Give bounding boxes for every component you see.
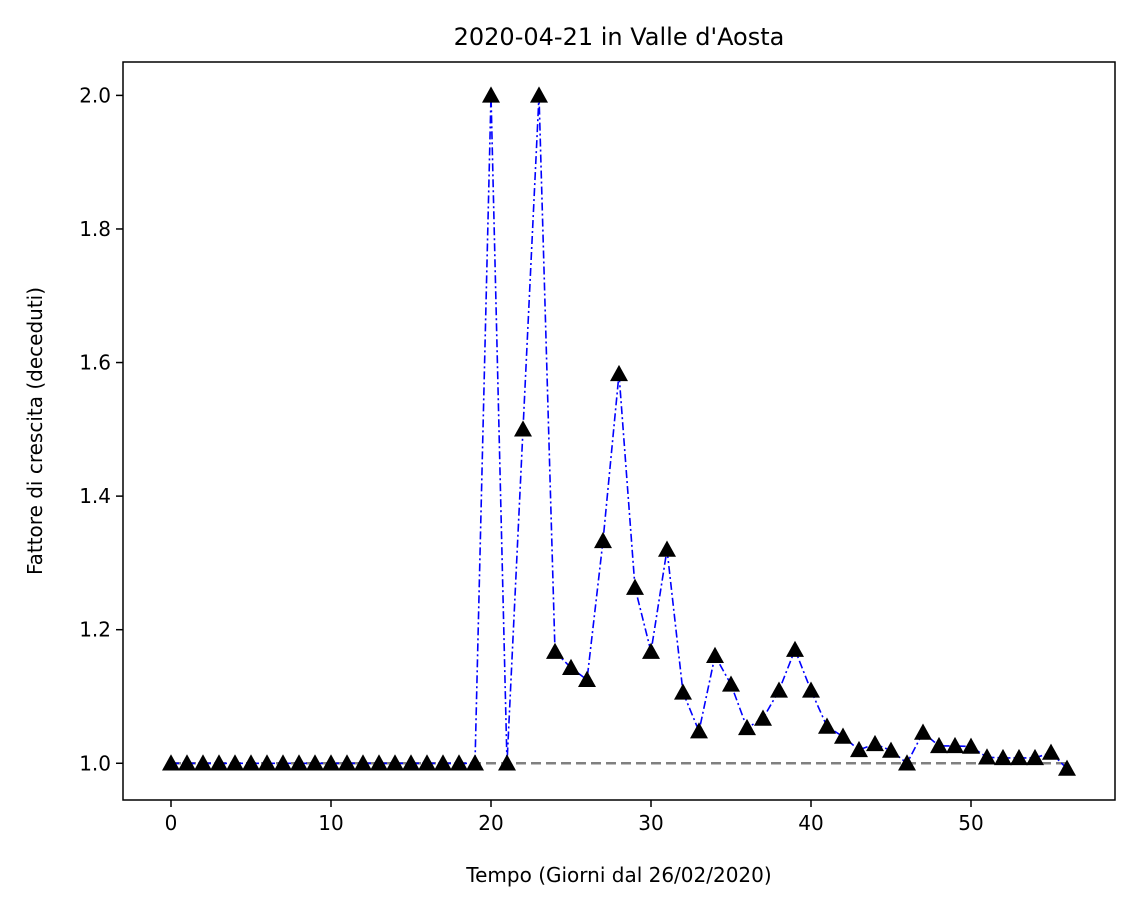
x-tick-label: 40 xyxy=(798,811,823,835)
marks-layer xyxy=(162,86,1076,776)
data-point-marker xyxy=(946,736,964,754)
data-point-marker xyxy=(386,754,404,771)
data-point-marker xyxy=(690,722,708,739)
x-tick-label: 0 xyxy=(165,811,178,835)
x-tick-label: 10 xyxy=(318,811,343,835)
x-tick-label: 30 xyxy=(638,811,663,835)
data-point-marker xyxy=(610,364,628,382)
data-point-marker xyxy=(786,640,804,657)
data-point-marker xyxy=(626,578,644,595)
data-point-marker xyxy=(322,754,340,771)
y-tick-label: 1.8 xyxy=(79,217,111,241)
x-tick-label: 20 xyxy=(478,811,503,835)
data-point-marker xyxy=(466,754,484,771)
plot-background xyxy=(123,62,1115,800)
data-point-marker xyxy=(994,748,1012,766)
data-point-marker xyxy=(162,754,180,771)
data-point-marker xyxy=(754,709,772,726)
data-point-marker xyxy=(210,754,228,771)
data-point-marker xyxy=(930,736,948,754)
data-point-marker xyxy=(898,754,916,771)
data-point-marker xyxy=(802,681,820,698)
data-point-marker xyxy=(546,642,564,659)
chart-title: 2020-04-21 in Valle d'Aosta xyxy=(454,23,785,51)
data-point-marker xyxy=(514,420,532,437)
data-point-marker xyxy=(866,734,884,752)
data-point-marker xyxy=(482,86,500,103)
data-point-marker xyxy=(354,754,372,771)
data-point-marker xyxy=(722,675,740,692)
data-point-marker xyxy=(578,670,596,687)
y-tick-label: 1.6 xyxy=(79,351,111,375)
plot-frame xyxy=(122,61,1116,801)
data-point-marker xyxy=(450,754,468,771)
data-point-marker xyxy=(194,754,212,771)
data-point-marker xyxy=(658,540,676,557)
data-point-marker xyxy=(962,737,980,754)
data-point-marker xyxy=(338,754,356,771)
y-tick-label: 2.0 xyxy=(79,83,111,107)
data-point-marker xyxy=(498,754,516,771)
data-point-marker xyxy=(402,754,420,771)
data-point-marker xyxy=(834,727,852,744)
data-point-marker xyxy=(674,683,692,700)
data-point-marker xyxy=(914,723,932,740)
data-point-marker xyxy=(290,754,308,771)
ticks-layer: 0 10 20 30 40 50 1.0 1.2 1.4 1.6 1.8 2.0 xyxy=(79,83,984,835)
y-axis-title: Fattore di crescita (deceduti) xyxy=(23,287,47,575)
data-point-marker xyxy=(562,658,580,675)
data-point-marker xyxy=(706,646,724,663)
y-tick-label: 1.4 xyxy=(79,484,111,508)
data-point-marker xyxy=(226,754,244,771)
data-point-marker xyxy=(882,741,900,758)
data-point-marker xyxy=(770,681,788,698)
data-point-marker xyxy=(978,748,996,765)
data-point-marker xyxy=(594,531,612,549)
data-point-marker xyxy=(258,754,276,771)
data-point-marker xyxy=(1058,759,1076,776)
x-axis-title: Tempo (Giorni dal 26/02/2020) xyxy=(465,863,771,887)
data-point-marker xyxy=(418,754,436,771)
data-point-marker xyxy=(370,754,388,771)
data-point-marker xyxy=(434,754,452,771)
data-point-marker xyxy=(1042,743,1060,760)
data-point-marker xyxy=(178,754,196,771)
data-point-marker xyxy=(274,754,292,771)
data-point-marker xyxy=(642,642,660,659)
data-point-marker xyxy=(306,754,324,771)
data-point-marker xyxy=(1010,748,1028,766)
data-point-marker xyxy=(738,718,756,736)
series-line xyxy=(171,95,1068,770)
data-point-marker xyxy=(530,86,548,103)
y-tick-label: 1.0 xyxy=(79,751,111,775)
data-point-marker xyxy=(850,740,868,758)
y-tick-label: 1.2 xyxy=(79,618,111,642)
x-tick-label: 50 xyxy=(958,811,983,835)
data-point-marker xyxy=(1026,748,1044,766)
data-point-marker xyxy=(242,754,260,771)
data-point-marker xyxy=(818,717,836,734)
